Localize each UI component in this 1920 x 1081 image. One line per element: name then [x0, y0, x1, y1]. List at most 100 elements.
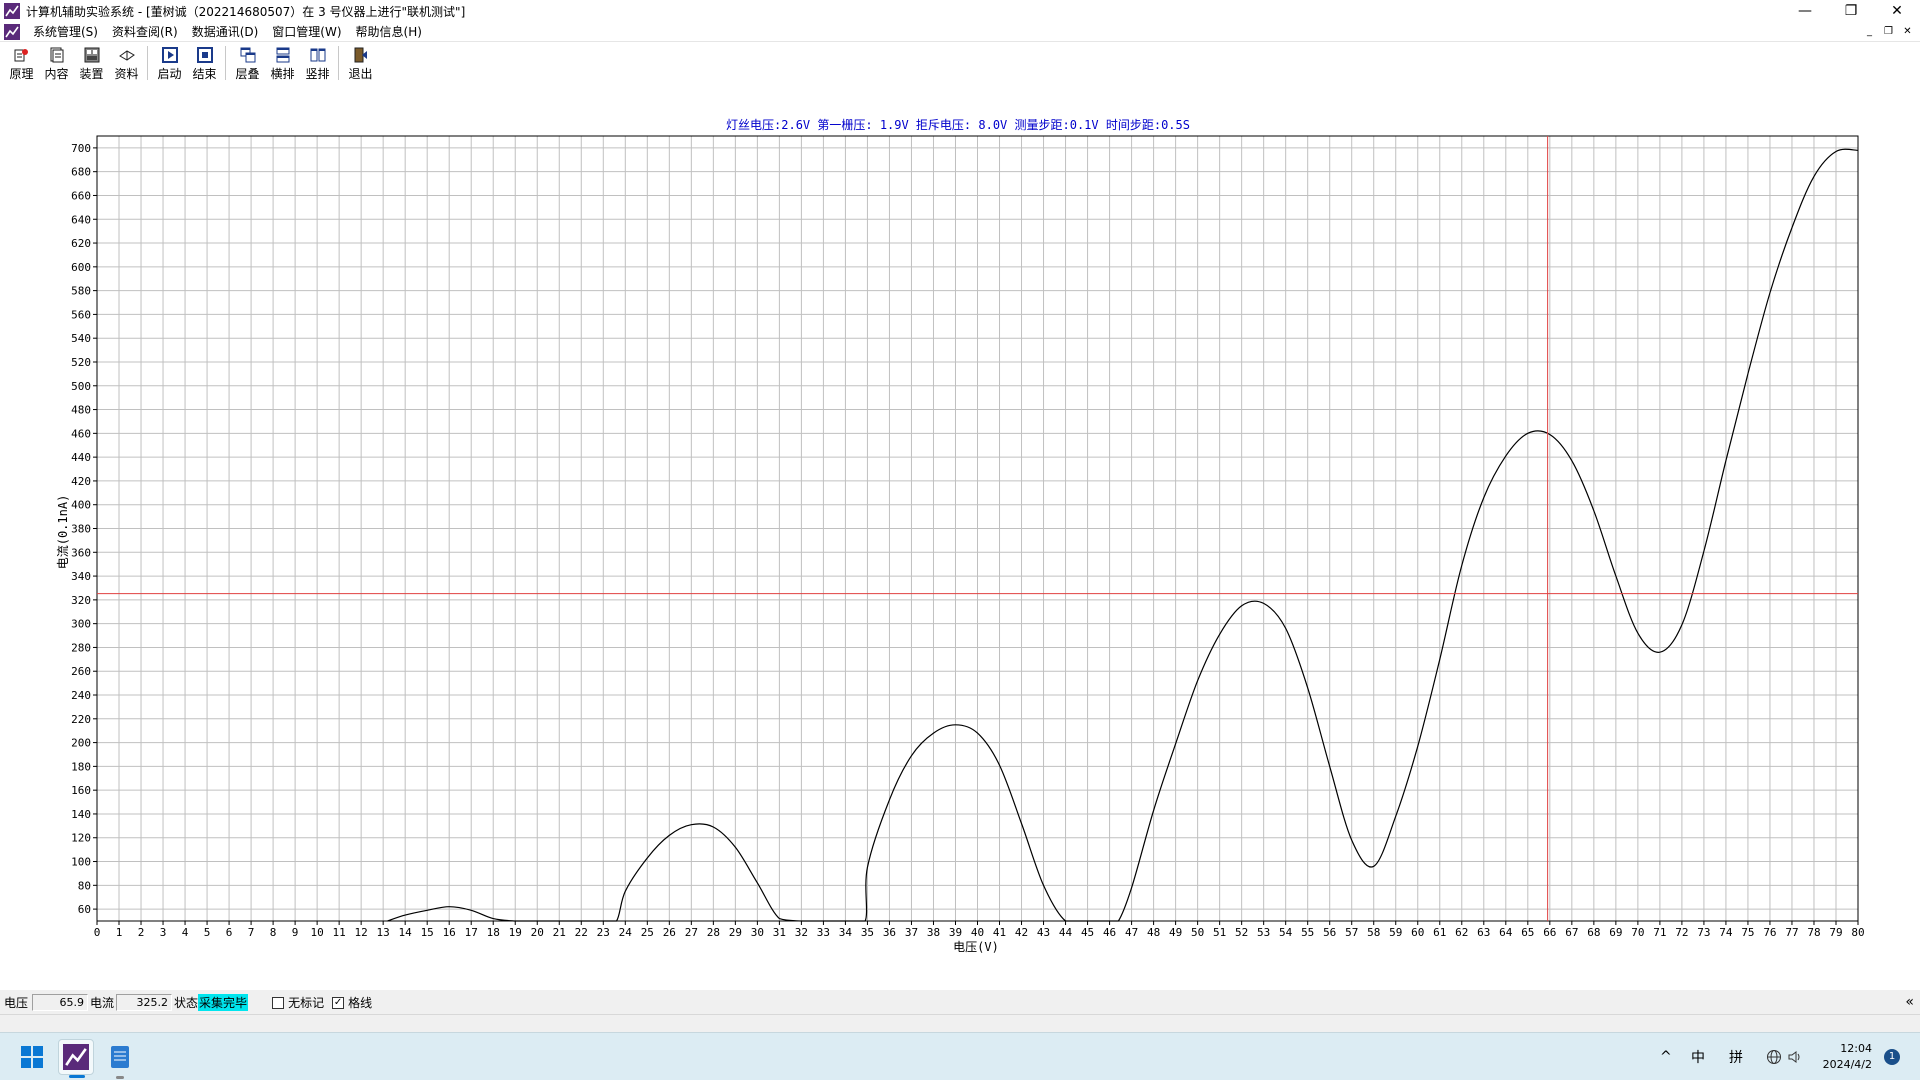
mdi-close-button[interactable]: ✕: [1903, 26, 1912, 37]
voltage-label: 电压: [4, 995, 29, 1010]
collapse-button[interactable]: «: [1905, 994, 1914, 1010]
no-mark-checkbox[interactable]: 无标记: [272, 994, 324, 1011]
y-tick-label: 280: [71, 641, 91, 654]
y-tick-label: 320: [71, 594, 91, 607]
x-tick-label: 54: [1279, 926, 1293, 939]
exit-icon: [353, 47, 369, 63]
horizontal-scrollbar[interactable]: [0, 1014, 1920, 1032]
x-axis-label: 电压(V): [953, 940, 999, 954]
tile-horizontal-icon: [275, 47, 291, 63]
volume-icon[interactable]: [1787, 1033, 1803, 1081]
x-tick-label: 1: [116, 926, 123, 939]
x-tick-label: 67: [1565, 926, 1578, 939]
clock[interactable]: 12:04 2024/4/2: [1818, 1033, 1872, 1081]
mdi-restore-button[interactable]: ❐: [1884, 26, 1893, 37]
x-tick-label: 13: [377, 926, 390, 939]
no-mark-label: 无标记: [288, 995, 325, 1010]
y-tick-label: 300: [71, 618, 91, 631]
taskbar-app-experiment[interactable]: [58, 1039, 94, 1078]
clock-time: 12:04: [1840, 1042, 1872, 1055]
tray-overflow-button[interactable]: ^: [1660, 1049, 1672, 1065]
material-button[interactable]: 资料: [109, 44, 144, 82]
x-tick-label: 0: [94, 926, 101, 939]
mdi-minimize-button[interactable]: _: [1867, 26, 1872, 37]
title-bar: 计算机辅助实验系统 - [董树诚（202214680507）在 3 号仪器上进行…: [0, 0, 1920, 22]
menu-bar: 系统管理(S) 资料查阅(R) 数据通讯(D) 窗口管理(W) 帮助信息(H) …: [0, 22, 1920, 42]
x-tick-label: 3: [160, 926, 167, 939]
x-tick-label: 27: [685, 926, 698, 939]
start-button[interactable]: 启动: [152, 44, 187, 82]
exit-button[interactable]: 退出: [343, 44, 378, 82]
network-icon[interactable]: [1766, 1033, 1782, 1081]
chart[interactable]: 灯丝电压:2.6V 第一栅压: 1.9V 拒斥电压: 8.0V 测量步距:0.1…: [0, 84, 1920, 990]
notification-button[interactable]: 1: [1884, 1033, 1900, 1081]
x-tick-label: 46: [1103, 926, 1116, 939]
no-mark-checkbox-box[interactable]: [272, 997, 285, 1009]
y-tick-label: 400: [71, 499, 91, 512]
menu-data-comm[interactable]: 数据通讯(D): [191, 25, 259, 39]
maximize-button[interactable]: ❐: [1844, 3, 1858, 19]
close-button[interactable]: ✕: [1891, 3, 1903, 19]
menu-system[interactable]: 系统管理(S): [33, 25, 98, 39]
x-tick-label: 78: [1807, 926, 1820, 939]
x-tick-label: 6: [226, 926, 233, 939]
y-tick-label: 460: [71, 427, 91, 440]
status-label: 状态: [174, 995, 199, 1010]
y-tick-label: 220: [71, 713, 91, 726]
windows-logo-icon: [21, 1046, 43, 1068]
material-icon: [118, 47, 135, 63]
grid-checkbox-box[interactable]: ✓: [332, 997, 345, 1009]
x-tick-label: 44: [1059, 926, 1073, 939]
x-tick-label: 58: [1367, 926, 1380, 939]
start-menu-button[interactable]: [14, 1039, 50, 1075]
document-menu-icon[interactable]: [4, 23, 20, 40]
app-logo-icon: [4, 3, 20, 19]
x-tick-label: 79: [1829, 926, 1842, 939]
y-tick-label: 160: [71, 784, 91, 797]
menu-window[interactable]: 窗口管理(W): [272, 25, 342, 39]
x-tick-label: 66: [1543, 926, 1556, 939]
content-button[interactable]: 内容: [39, 44, 74, 82]
y-axis: 60 80 100 120 140 160 180 200 220 240 260 280 300 320…: [71, 142, 97, 916]
y-tick-label: 240: [71, 689, 91, 702]
grid-lines: [96, 136, 1859, 921]
x-tick-label: 73: [1697, 926, 1710, 939]
x-tick-label: 9: [292, 926, 299, 939]
toolbar: 原理 内容 装置 资料 启动 结束 层叠 横排 竖排 退出: [0, 44, 1920, 84]
ime-pinyin-indicator[interactable]: 拼: [1729, 1050, 1743, 1066]
x-tick-label: 29: [729, 926, 742, 939]
grid-checkbox[interactable]: ✓ 格线: [332, 994, 372, 1011]
x-tick-label: 25: [641, 926, 654, 939]
y-tick-label: 580: [71, 285, 91, 298]
x-axis: 0 1 2 3 4 5 6 7 8 9 10 11 12 13 14 15 16 17 18 19 20 21 22 23 24…: [94, 921, 1865, 939]
y-tick-label: 560: [71, 308, 91, 321]
x-tick-label: 52: [1235, 926, 1248, 939]
principle-button[interactable]: 原理: [4, 44, 39, 82]
taskbar-app-notepad[interactable]: [102, 1039, 138, 1079]
cascade-button[interactable]: 层叠: [230, 44, 265, 82]
x-tick-label: 47: [1125, 926, 1138, 939]
active-indicator: [69, 1075, 85, 1078]
notepad-icon: [111, 1046, 129, 1068]
app-logo-icon: [63, 1044, 89, 1070]
grid-label: 格线: [348, 995, 373, 1010]
x-tick-label: 69: [1609, 926, 1622, 939]
ime-mode-indicator[interactable]: 中: [1691, 1050, 1705, 1066]
minimize-button[interactable]: —: [1798, 3, 1812, 19]
x-tick-label: 4: [182, 926, 189, 939]
y-tick-label: 520: [71, 356, 91, 369]
x-tick-label: 31: [773, 926, 786, 939]
menu-reference[interactable]: 资料查阅(R): [111, 25, 178, 39]
stop-button[interactable]: 结束: [187, 44, 222, 82]
tile-vertical-button[interactable]: 竖排: [300, 44, 335, 82]
tile-horizontal-button[interactable]: 横排: [265, 44, 300, 82]
x-tick-label: 17: [465, 926, 478, 939]
x-tick-label: 20: [531, 926, 544, 939]
x-tick-label: 77: [1785, 926, 1798, 939]
device-button[interactable]: 装置: [74, 44, 109, 82]
x-tick-label: 64: [1499, 926, 1513, 939]
x-tick-label: 41: [993, 926, 1006, 939]
menu-help[interactable]: 帮助信息(H): [355, 25, 422, 39]
x-tick-label: 32: [795, 926, 808, 939]
x-tick-label: 38: [927, 926, 940, 939]
